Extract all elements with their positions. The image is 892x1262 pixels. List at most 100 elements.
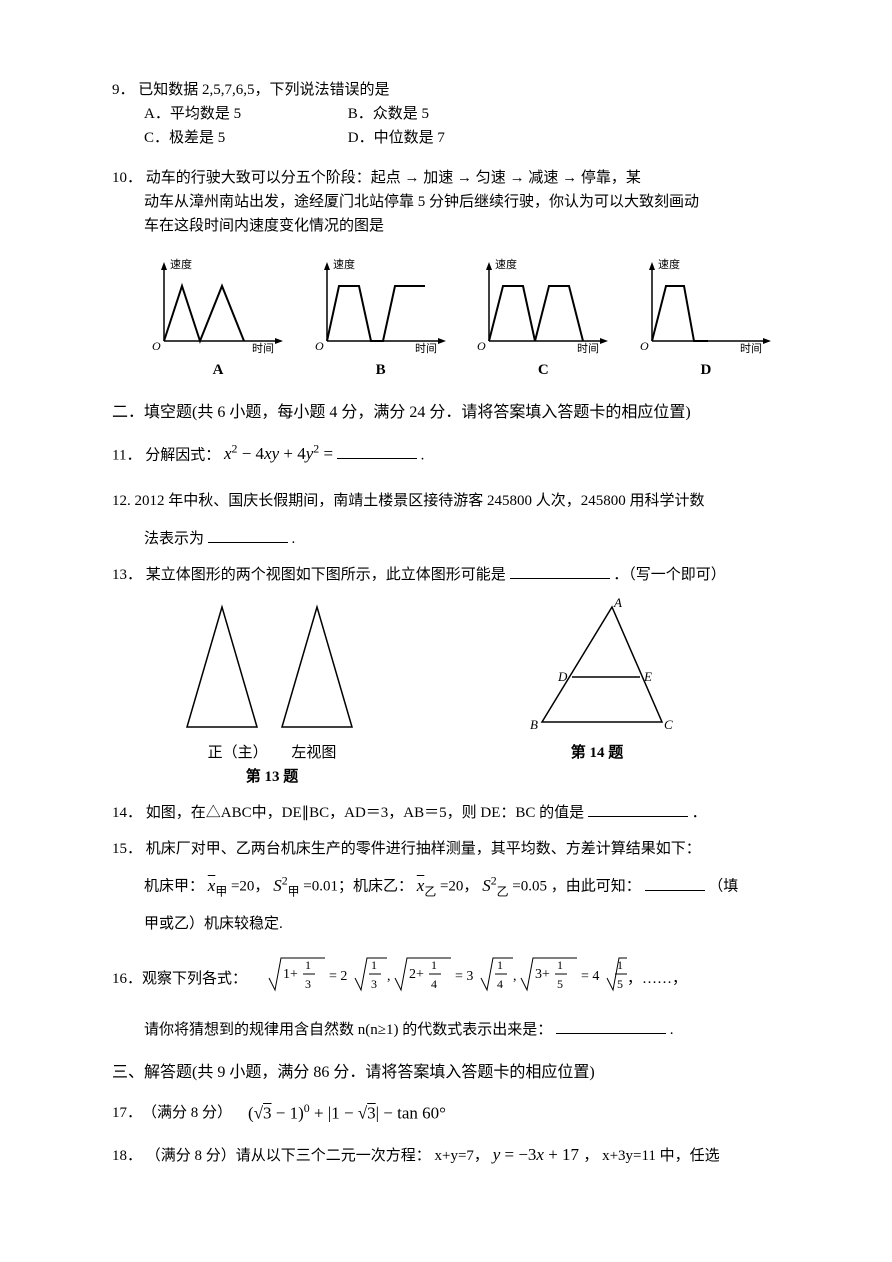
q14-figcap: 第 14 题 bbox=[512, 741, 682, 765]
svg-text:A: A bbox=[613, 597, 622, 610]
q9-optD: D．中位数是 7 bbox=[348, 126, 445, 150]
svg-text:时间: 时间 bbox=[415, 342, 437, 355]
svg-text:C: C bbox=[664, 717, 673, 732]
svg-text:5: 5 bbox=[617, 977, 623, 991]
q13-figcap: 第 13 题 bbox=[172, 765, 372, 789]
svg-text:时间: 时间 bbox=[740, 342, 762, 355]
q16-text: 观察下列各式： bbox=[142, 967, 247, 991]
svg-text:B: B bbox=[530, 717, 538, 732]
q14-text: 如图，在△ABC中，DE∥BC，AD＝3，AB＝5，则 DE：BC 的值是 bbox=[146, 805, 584, 821]
q9-options-row1: A．平均数是 5 B．众数是 5 bbox=[112, 102, 780, 126]
svg-text:,: , bbox=[387, 969, 391, 984]
chart-D: 速度 O 时间 D bbox=[632, 256, 780, 382]
q10-p4: 减速 bbox=[528, 170, 558, 186]
svg-text:1: 1 bbox=[497, 958, 503, 972]
q10-text: 动车的行驶大致可以分五个阶段：起点 bbox=[146, 170, 401, 186]
question-14: 14． 如图，在△ABC中，DE∥BC，AD＝3，AB＝5，则 DE：BC 的值… bbox=[112, 801, 780, 825]
q17-num: 17． bbox=[112, 1101, 142, 1125]
blank-input[interactable] bbox=[510, 564, 610, 579]
svg-text:1: 1 bbox=[305, 958, 311, 972]
svg-text:时间: 时间 bbox=[577, 342, 599, 355]
svg-text:4: 4 bbox=[431, 977, 437, 991]
question-13: 13． 某立体图形的两个视图如下图所示，此立体图形可能是 ．（写一个即可） 正（… bbox=[112, 563, 780, 789]
blank-input[interactable] bbox=[588, 802, 688, 817]
blank-input[interactable] bbox=[645, 876, 705, 891]
svg-text:,: , bbox=[513, 969, 517, 984]
q10-line3: 车在这段时间内速度变化情况的图是 bbox=[112, 214, 780, 238]
question-10: 10． 动车的行驶大致可以分五个阶段：起点 → 加速 → 匀速 → 减速 → 停… bbox=[112, 166, 780, 382]
svg-text:= 3: = 3 bbox=[455, 969, 473, 984]
chart-D-label: D bbox=[632, 358, 780, 382]
period: . bbox=[670, 1022, 674, 1038]
q15-num: 15． bbox=[112, 841, 142, 857]
svg-text:速度: 速度 bbox=[658, 257, 680, 271]
q13-text: 某立体图形的两个视图如下图所示，此立体图形可能是 bbox=[146, 567, 506, 583]
question-15: 15． 机床厂对甲、乙两台机床生产的零件进行抽样测量，其平均数、方差计算结果如下… bbox=[112, 837, 780, 935]
q10-p3: 匀速 bbox=[476, 170, 506, 186]
svg-text:O: O bbox=[477, 339, 486, 353]
svg-text:4: 4 bbox=[497, 977, 503, 991]
svg-text:= 4: = 4 bbox=[581, 969, 599, 984]
q12-line2: 法表示为 bbox=[144, 531, 204, 547]
q15-line3: 甲或乙）机床较稳定. bbox=[112, 912, 780, 936]
question-9: 9． 已知数据 2,5,7,6,5，下列说法错误的是 A．平均数是 5 B．众数… bbox=[112, 78, 780, 150]
chart-C-label: C bbox=[469, 358, 617, 382]
svg-text:3+: 3+ bbox=[535, 967, 550, 982]
question-17: 17． （满分 8 分） (√3 − 1)0 + |1 − √3| − tan … bbox=[112, 1099, 780, 1127]
svg-text:3: 3 bbox=[305, 977, 311, 991]
svg-text:1: 1 bbox=[371, 958, 377, 972]
question-18: 18． （满分 8 分）请从以下三个二元一次方程： x+y=7， y = −3x… bbox=[112, 1141, 780, 1168]
blank-input[interactable] bbox=[337, 444, 417, 459]
chart-B: 速度 O 时间 B bbox=[307, 256, 455, 382]
section-2-title: 二．填空题(共 6 小题，每小题 4 分，满分 24 分．请将答案填入答题卡的相… bbox=[112, 400, 780, 426]
period: . bbox=[421, 447, 425, 463]
q13-figures: 正（主） 左视图 第 13 题 A D E B C 第 14 题 bbox=[112, 597, 780, 789]
q17-text: （满分 8 分） bbox=[142, 1101, 232, 1125]
q9-optC: C．极差是 5 bbox=[144, 126, 304, 150]
arrow-icon: → bbox=[457, 169, 472, 186]
q11-formula: x2 − 4xy + 4y2 = bbox=[224, 444, 333, 463]
q16-num: 16． bbox=[112, 967, 142, 991]
svg-text:2+: 2+ bbox=[409, 967, 424, 982]
period: . bbox=[292, 531, 296, 547]
q10-line2: 动车从漳州南站出发，途经厦门北站停靠 5 分钟后继续行驶，你认为可以大致刻画动 bbox=[112, 190, 780, 214]
q18-num: 18． bbox=[112, 1148, 142, 1164]
q11-num: 11． bbox=[112, 447, 141, 463]
q12-num: 12. bbox=[112, 493, 131, 509]
q9-optA: A．平均数是 5 bbox=[144, 102, 304, 126]
q16-line2: 请你将猜想到的规律用含自然数 n(n≥1) 的代数式表示出来是： bbox=[144, 1022, 552, 1038]
q18-text: （满分 8 分）请从以下三个二元一次方程： x+y=7， bbox=[146, 1148, 489, 1164]
q10-line1: 10． 动车的行驶大致可以分五个阶段：起点 → 加速 → 匀速 → 减速 → 停… bbox=[112, 166, 780, 190]
q14-figure: A D E B C 第 14 题 bbox=[512, 597, 682, 765]
svg-text:1: 1 bbox=[557, 958, 563, 972]
q15-line2: 机床甲： x甲 =20， S2甲 =0.01；机床乙： x乙 =20， S2乙 … bbox=[112, 871, 780, 901]
q9-text: 已知数据 2,5,7,6,5，下列说法错误的是 bbox=[138, 82, 389, 98]
q13-cap: 正（主） 左视图 bbox=[172, 741, 372, 765]
svg-text:= 2: = 2 bbox=[329, 969, 347, 984]
q18-eq2: y = −3x + 17 bbox=[493, 1145, 584, 1164]
svg-text:O: O bbox=[640, 339, 649, 353]
question-12: 12. 2012 年中秋、国庆长假期间，南靖土楼景区接待游客 245800 人次… bbox=[112, 489, 780, 551]
question-11: 11． 分解因式： x2 − 4xy + 4y2 = . bbox=[112, 440, 780, 468]
svg-text:E: E bbox=[643, 669, 652, 684]
blank-input[interactable] bbox=[556, 1019, 666, 1034]
q14-num: 14． bbox=[112, 805, 142, 821]
q10-p5: 停靠，某 bbox=[581, 170, 641, 186]
xlabel: 时间 bbox=[252, 342, 274, 355]
q10-num: 10． bbox=[112, 170, 142, 186]
q16-formula: 1+ 1 3 = 2 1 3 , 2+ 1 4 = 3 1 4 bbox=[267, 954, 627, 1004]
q17-formula: (√3 − 1)0 + |1 − √3| − tan 60° bbox=[248, 1099, 446, 1127]
arrow-icon: → bbox=[510, 169, 525, 186]
ylabel: 速度 bbox=[170, 257, 192, 271]
q10-charts: 速度 O 时间 A 速度 O 时间 B bbox=[144, 256, 780, 382]
svg-text:5: 5 bbox=[557, 977, 563, 991]
blank-input[interactable] bbox=[208, 528, 288, 543]
q13-hint: ．（写一个即可） bbox=[613, 567, 726, 583]
svg-text:速度: 速度 bbox=[495, 257, 517, 271]
q9-options-row2: C．极差是 5 D．中位数是 7 bbox=[112, 126, 780, 150]
q11-text: 分解因式： bbox=[145, 447, 220, 463]
q18-text2: ， x+3y=11 中，任选 bbox=[583, 1148, 719, 1164]
q9-num: 9． bbox=[112, 82, 135, 98]
arrow-icon: → bbox=[562, 169, 577, 186]
q16-dots: ，……， bbox=[627, 967, 687, 991]
